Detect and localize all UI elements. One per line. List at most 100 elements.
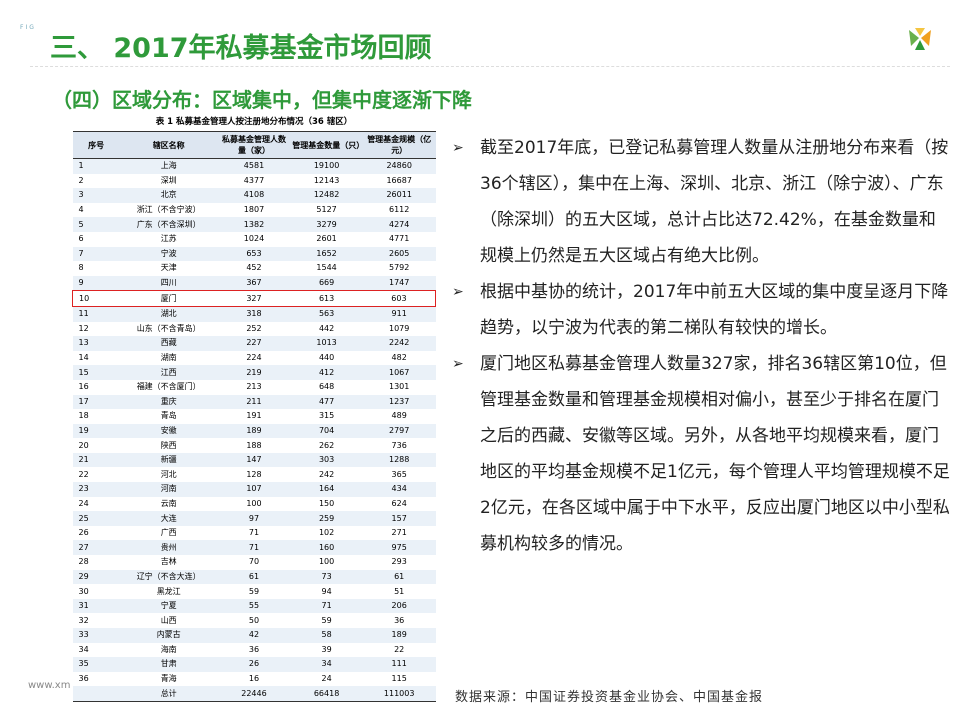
table-cell: 4581 bbox=[243, 161, 265, 171]
table-cell: 242 bbox=[318, 469, 335, 479]
table-cell: 367 bbox=[246, 278, 262, 288]
table-cell: 4108 bbox=[243, 190, 265, 200]
table-cell: 452 bbox=[246, 263, 262, 273]
table-cell: 50 bbox=[248, 615, 260, 625]
table-cell: 975 bbox=[391, 542, 407, 552]
column-header: 序号 bbox=[72, 131, 120, 159]
table-cell: 219 bbox=[246, 367, 262, 377]
table-cell: 262 bbox=[318, 440, 335, 450]
table-cell: 51 bbox=[394, 586, 405, 596]
table-cell: 477 bbox=[318, 396, 335, 406]
table-cell: 66418 bbox=[313, 688, 340, 698]
table-cell: 17 bbox=[78, 396, 89, 406]
table-cell: 江苏 bbox=[160, 234, 177, 244]
table-cell: 271 bbox=[391, 528, 407, 538]
table-cell: 26 bbox=[248, 659, 260, 669]
table-cell: 102 bbox=[318, 528, 335, 538]
table-row: 3 北京 4108 12482 26011 bbox=[72, 188, 436, 203]
table-cell: 湖南 bbox=[160, 353, 177, 363]
table-cell: 31 bbox=[78, 601, 89, 611]
table-row: 26 广西 71 102 271 bbox=[73, 526, 436, 541]
table-cell: 6 bbox=[78, 234, 84, 244]
table-row: 9 四川 367 669 1747 bbox=[72, 275, 436, 291]
table-cell: 1013 bbox=[316, 338, 337, 348]
logo bbox=[909, 28, 931, 50]
table-row: 30 黑龙江 59 94 51 bbox=[73, 584, 436, 599]
table-cell: 315 bbox=[318, 411, 335, 421]
table-cell: 1807 bbox=[243, 205, 265, 215]
table-cell: 189 bbox=[391, 630, 407, 640]
table-row: 29 辽宁（不含大连） 61 73 61 bbox=[72, 569, 436, 585]
table-cell: 365 bbox=[391, 469, 407, 479]
table-cell: 29 bbox=[78, 571, 89, 581]
table-cell: 624 bbox=[391, 498, 407, 508]
table-cell: 云南 bbox=[160, 498, 177, 508]
table-row: 21 新疆 147 303 1288 bbox=[72, 452, 436, 468]
table-cell: 湖北 bbox=[160, 309, 177, 319]
table-cell: 1301 bbox=[389, 382, 410, 392]
table-cell: 206 bbox=[391, 601, 407, 611]
table-cell: 1079 bbox=[389, 323, 410, 333]
table-cell: 青海 bbox=[160, 674, 177, 684]
table-cell: 16 bbox=[78, 382, 89, 392]
table-row: 15 江西 219 412 1067 bbox=[72, 365, 436, 380]
table-cell: 黑龙江 bbox=[156, 586, 181, 596]
table-cell: 1 bbox=[78, 161, 84, 171]
table-cell: 6112 bbox=[389, 205, 410, 215]
table-cell: 653 bbox=[246, 248, 262, 258]
table-cell: 303 bbox=[318, 455, 335, 465]
table-cell: 重庆 bbox=[160, 396, 177, 406]
table-cell: 19 bbox=[78, 425, 89, 435]
table-cell: 24 bbox=[321, 674, 332, 684]
table-cell: 安徽 bbox=[160, 425, 177, 435]
table-row: 1 上海 4581 19100 24860 bbox=[72, 158, 436, 174]
table-cell: 160 bbox=[318, 542, 335, 552]
table-cell: 2 bbox=[78, 175, 84, 185]
table-row: 20 陕西 188 262 736 bbox=[73, 438, 436, 453]
table-cell: 227 bbox=[246, 338, 262, 348]
table-cell: 14 bbox=[78, 353, 89, 363]
table-cell: 福建（不含厦门） bbox=[136, 382, 201, 392]
table-row: 总计 22446 66418 111003 bbox=[72, 686, 436, 702]
table-cell: 34 bbox=[321, 659, 332, 669]
table-cell: 27 bbox=[78, 542, 89, 552]
table-cell: 489 bbox=[391, 411, 407, 421]
table-cell: 8 bbox=[78, 263, 84, 273]
table-cell: 25 bbox=[78, 513, 89, 523]
table-cell: 39 bbox=[321, 644, 332, 654]
table-cell: 总计 bbox=[160, 688, 177, 698]
table-cell: 293 bbox=[391, 557, 407, 567]
footer-url: www.xm bbox=[28, 680, 71, 691]
table-row: 12 山东（不含青岛） 252 442 1079 bbox=[73, 322, 436, 337]
table-cell: 55 bbox=[248, 601, 260, 611]
corner-mark: FIG bbox=[20, 24, 36, 31]
table-cell: 贵州 bbox=[160, 542, 177, 552]
table-cell: 157 bbox=[391, 513, 407, 523]
table-cell: 442 bbox=[318, 323, 335, 333]
table-cell: 河北 bbox=[160, 469, 177, 479]
table-cell: 107 bbox=[246, 484, 262, 494]
table-cell: 13 bbox=[78, 338, 89, 348]
table-cell: 1237 bbox=[389, 396, 410, 406]
table-cell: 1067 bbox=[389, 367, 410, 377]
table-cell: 15 bbox=[78, 367, 89, 377]
table-cell: 陕西 bbox=[160, 440, 177, 450]
table-cell: 12 bbox=[78, 323, 89, 333]
table-cell: 42 bbox=[248, 630, 260, 640]
table-cell: 150 bbox=[318, 498, 335, 508]
table-cell: 59 bbox=[248, 586, 260, 596]
table-row: 32 山西 50 59 36 bbox=[73, 613, 436, 628]
table-row: 13 西藏 227 1013 2242 bbox=[72, 336, 436, 351]
table-cell: 1652 bbox=[316, 248, 337, 258]
table-cell: 28 bbox=[78, 557, 89, 567]
bullet: 根据中基协的统计，2017年中前五大区域的集中度呈逐月下降趋势，以宁波为代表的第… bbox=[452, 274, 952, 346]
table-cell: 648 bbox=[318, 382, 335, 392]
table-cell: 11 bbox=[78, 309, 89, 319]
table-cell: 内蒙古 bbox=[156, 630, 181, 640]
table-cell bbox=[73, 686, 120, 701]
table-cell: 911 bbox=[391, 309, 407, 319]
bullet: 截至2017年底，已登记私募管理人数量从注册地分布来看（按36个辖区），集中在上… bbox=[452, 130, 952, 274]
table-row: 16 福建（不含厦门） 213 648 1301 bbox=[73, 380, 436, 395]
table-row: 22 河北 128 242 365 bbox=[73, 467, 436, 482]
table-cell: 新疆 bbox=[160, 455, 177, 465]
